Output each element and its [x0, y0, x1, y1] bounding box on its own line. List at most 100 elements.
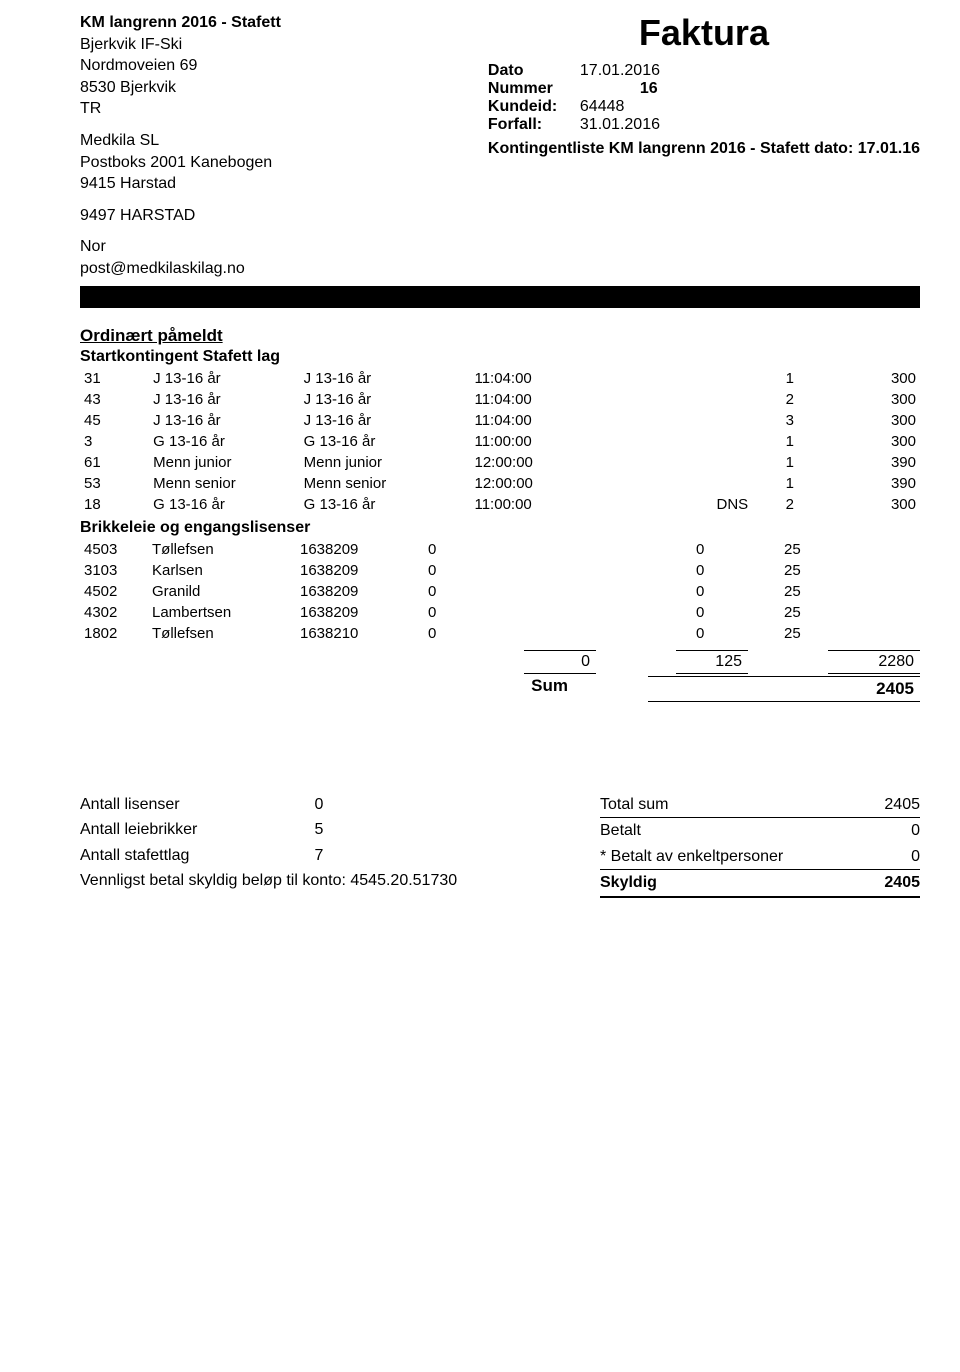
table-row: 45J 13-16 årJ 13-16 år11:04:003300	[80, 410, 920, 431]
col-amount: 25	[780, 602, 848, 623]
col-num: 4502	[80, 581, 148, 602]
col-class2: J 13-16 år	[300, 368, 471, 389]
table-row: 4503Tøllefsen16382090025	[80, 539, 920, 560]
col-num: 4503	[80, 539, 148, 560]
leiebrikker-label: Antall leiebrikker	[80, 817, 310, 843]
col-class2: G 13-16 år	[300, 431, 471, 452]
totals-block: 0 125 2280 Sum 2405	[80, 650, 920, 702]
col-class1: J 13-16 år	[149, 410, 300, 431]
col-qty: 1	[782, 431, 851, 452]
faktura-title: Faktura	[488, 12, 920, 54]
email: post@medkilaskilag.no	[80, 258, 281, 280]
col-amount: 25	[780, 560, 848, 581]
event-title: KM langrenn 2016 - Stafett	[80, 12, 281, 34]
col-dns	[713, 368, 782, 389]
col-num: 3103	[80, 560, 148, 581]
recipient-name: Medkila SL	[80, 130, 281, 152]
forfall-value: 31.01.2016	[580, 116, 660, 134]
col-zero2: 0	[692, 623, 780, 644]
sender-addr1: Nordmoveien 69	[80, 55, 281, 77]
leiebrikker-value: 5	[314, 821, 323, 838]
col-id: 1638209	[296, 602, 424, 623]
col-num: 43	[80, 389, 149, 410]
col-class2: J 13-16 år	[300, 389, 471, 410]
divider-bar	[80, 286, 920, 308]
col-class2: G 13-16 år	[300, 494, 471, 515]
total-sum-row: Total sum 2405	[600, 792, 920, 819]
col-zero: 0	[424, 581, 692, 602]
col-qty: 1	[782, 452, 851, 473]
col-time: 11:00:00	[470, 494, 712, 515]
sum-label: Sum	[531, 676, 568, 702]
col-amount: 390	[851, 473, 920, 494]
stafettlag-value: 7	[314, 847, 323, 864]
skyldig-row: Skyldig 2405	[600, 870, 920, 898]
col-num: 3	[80, 431, 149, 452]
col-class1: J 13-16 år	[149, 389, 300, 410]
col-time: 11:00:00	[470, 431, 712, 452]
col-name: Granild	[148, 581, 296, 602]
lisenser-label: Antall lisenser	[80, 792, 310, 818]
col-num: 1802	[80, 623, 148, 644]
brikkeleie-table: 4503Tøllefsen163820900253103Karlsen16382…	[80, 539, 920, 644]
col-spacer	[848, 560, 920, 581]
meta-forfall: Forfall: 31.01.2016	[488, 116, 920, 134]
sender-postcode: 8530	[80, 79, 116, 96]
table-row: 61Menn juniorMenn junior12:00:001390	[80, 452, 920, 473]
meta-kundeid: Kundeid: 64448	[488, 98, 920, 116]
col-class2: J 13-16 år	[300, 410, 471, 431]
meta-dato: Dato 17.01.2016	[488, 62, 920, 80]
stafettlag-row: Antall stafettlag 7	[80, 843, 457, 869]
col-time: 12:00:00	[470, 452, 712, 473]
kundeid-value: 64448	[580, 98, 625, 116]
col-dns	[713, 452, 782, 473]
col-num: 53	[80, 473, 149, 494]
col-time: 11:04:00	[470, 368, 712, 389]
lisenser-value: 0	[314, 796, 323, 813]
col-amount: 25	[780, 539, 848, 560]
lisenser-row: Antall lisenser 0	[80, 792, 457, 818]
col-dns: DNS	[713, 494, 782, 515]
col-num: 61	[80, 452, 149, 473]
col-time: 11:04:00	[470, 410, 712, 431]
col-zero: 0	[424, 602, 692, 623]
col-id: 1638210	[296, 623, 424, 644]
col-qty: 1	[782, 473, 851, 494]
col-dns	[713, 431, 782, 452]
col-amount: 300	[851, 389, 920, 410]
col-amount: 300	[851, 410, 920, 431]
col-class2: Menn senior	[300, 473, 471, 494]
section2-title: Brikkeleie og engangslisenser	[80, 519, 920, 537]
col-qty: 2	[782, 494, 851, 515]
stafettlag-label: Antall stafettlag	[80, 843, 310, 869]
recipient-block: Medkila SL Postboks 2001 Kanebogen 9415 …	[80, 130, 281, 195]
invoice-page: KM langrenn 2016 - Stafett Bjerkvik IF-S…	[0, 0, 960, 938]
col-num: 45	[80, 410, 149, 431]
col-id: 1638209	[296, 560, 424, 581]
country: Nor	[80, 236, 281, 258]
leiebrikker-row: Antall leiebrikker 5	[80, 817, 457, 843]
col-time: 12:00:00	[470, 473, 712, 494]
col-zero: 0	[424, 623, 692, 644]
totals-c3: 2280	[828, 650, 920, 674]
col-amount: 300	[851, 431, 920, 452]
col-name: Karlsen	[148, 560, 296, 581]
total-sum-value: 2405	[884, 792, 920, 818]
footer-right: Total sum 2405 Betalt 0 * Betalt av enke…	[600, 792, 920, 898]
col-id: 1638209	[296, 581, 424, 602]
col-dns	[713, 389, 782, 410]
col-dns	[713, 473, 782, 494]
table-row: 43J 13-16 årJ 13-16 år11:04:002300	[80, 389, 920, 410]
col-id: 1638209	[296, 539, 424, 560]
enkelt-label: * Betalt av enkeltpersoner	[600, 844, 783, 870]
kundeid-label: Kundeid:	[488, 98, 568, 116]
contact-block: Nor post@medkilaskilag.no	[80, 236, 281, 279]
sum-value: 2405	[648, 676, 920, 702]
col-amount: 300	[851, 494, 920, 515]
col-spacer	[848, 623, 920, 644]
startkontingent-table: 31J 13-16 årJ 13-16 år11:04:00130043J 13…	[80, 368, 920, 515]
recipient-addr1: Postboks 2001 Kanebogen	[80, 152, 281, 174]
nummer-label: Nummer	[488, 80, 568, 98]
invoice-meta: Faktura Dato 17.01.2016 Nummer 16 Kundei…	[488, 12, 920, 158]
table-row: 4302Lambertsen16382090025	[80, 602, 920, 623]
